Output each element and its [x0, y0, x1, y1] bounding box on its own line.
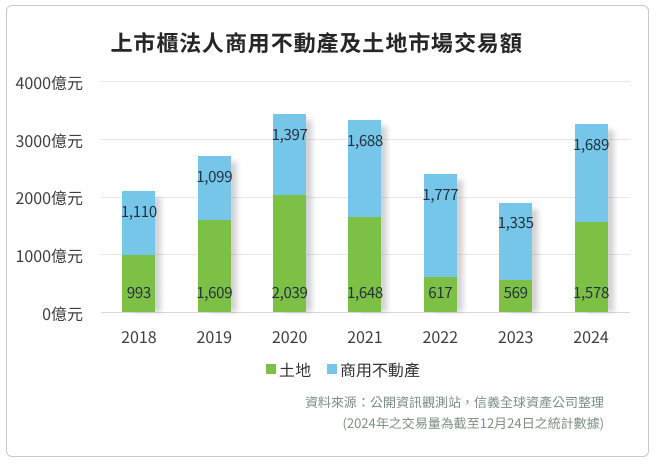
chart-frame — [6, 5, 649, 457]
bar-2018-segment-commercial[interactable] — [122, 191, 156, 256]
y-axis-tick-label: 1000億元 — [15, 242, 83, 267]
data-label-land-2021: 1,648 — [346, 281, 383, 303]
legend-swatch-land — [265, 364, 276, 374]
x-axis-tick-label: 2019 — [196, 323, 233, 348]
bar-2023[interactable] — [499, 202, 533, 313]
bar-2022[interactable] — [423, 174, 457, 313]
y-axis-tick-label: 4000億元 — [15, 69, 83, 94]
bar-2023-segment-land[interactable] — [499, 279, 533, 313]
data-label-commercial-2021: 1,688 — [346, 129, 383, 151]
bar-2022-segment-commercial[interactable] — [423, 174, 457, 277]
data-label-commercial-2019: 1,099 — [196, 165, 233, 187]
bar-2024[interactable] — [574, 124, 608, 313]
legend-item-commercial: 商用不動產 — [327, 359, 420, 379]
bar-2019[interactable] — [197, 156, 231, 313]
source-line-1: 資料來源：公開資訊觀測站，信義全球資產公司整理 — [304, 392, 604, 411]
x-axis-tick-label: 2023 — [497, 323, 534, 348]
source-note: 資料來源：公開資訊觀測站，信義全球資產公司整理 (2024年之交易量為截至12月… — [305, 392, 604, 433]
data-label-land-2023: 569 — [503, 281, 528, 303]
bar-2021-segment-commercial[interactable] — [348, 120, 382, 218]
bar-2021-segment-land[interactable] — [348, 217, 382, 313]
x-axis-tick-label: 2020 — [271, 323, 308, 348]
data-label-commercial-2018: 1,110 — [120, 200, 157, 222]
legend-label: 土地 — [278, 357, 311, 381]
legend: 土地 商用不動產 — [0, 358, 656, 380]
data-label-commercial-2023: 1,335 — [497, 212, 534, 234]
data-label-commercial-2020: 1,397 — [271, 123, 308, 145]
bar-2023-segment-commercial[interactable] — [499, 202, 533, 280]
legend-swatch-commercial — [327, 364, 337, 374]
data-label-commercial-2024: 1,689 — [573, 133, 609, 155]
data-label-commercial-2022: 1,777 — [422, 183, 459, 205]
bar-2019-segment-commercial[interactable] — [197, 156, 231, 220]
x-axis-tick-label: 2024 — [573, 323, 609, 348]
data-label-land-2019: 1,609 — [196, 281, 233, 303]
x-axis-tick-label: 2022 — [422, 323, 459, 348]
bar-2021[interactable] — [348, 120, 382, 313]
bar-2018-segment-land[interactable] — [122, 255, 156, 313]
bar-2024-segment-commercial[interactable] — [574, 124, 608, 222]
gridline — [101, 81, 630, 83]
x-axis-tick-label: 2018 — [121, 323, 157, 348]
bar-2022-segment-land[interactable] — [423, 276, 457, 313]
legend-label: 商用不動產 — [340, 357, 421, 381]
chart-title: 上市櫃法人商用不動產及土地市場交易額 — [110, 26, 523, 58]
bar-2020-segment-land[interactable] — [273, 194, 307, 313]
data-label-land-2022: 617 — [428, 281, 453, 303]
bar-2019-segment-land[interactable] — [197, 219, 231, 313]
data-label-land-2024: 1,578 — [573, 281, 609, 303]
bar-2020-segment-commercial[interactable] — [273, 114, 307, 195]
bar-2018[interactable] — [122, 191, 156, 313]
x-axis-line — [101, 312, 630, 313]
bar-2020[interactable] — [273, 114, 307, 313]
data-label-land-2018: 993 — [126, 281, 151, 303]
data-label-land-2020: 2,039 — [271, 281, 308, 303]
y-axis-tick-label: 0億元 — [42, 300, 83, 325]
y-axis-tick-label: 3000億元 — [15, 127, 83, 152]
x-axis-tick-label: 2021 — [347, 323, 383, 348]
bar-2024-segment-land[interactable] — [574, 221, 608, 313]
legend-item-land: 土地 — [265, 357, 311, 381]
source-line-2: (2024年之交易量為截至12月24日之統計數據) — [342, 412, 604, 432]
y-axis-tick-label: 2000億元 — [15, 185, 83, 210]
